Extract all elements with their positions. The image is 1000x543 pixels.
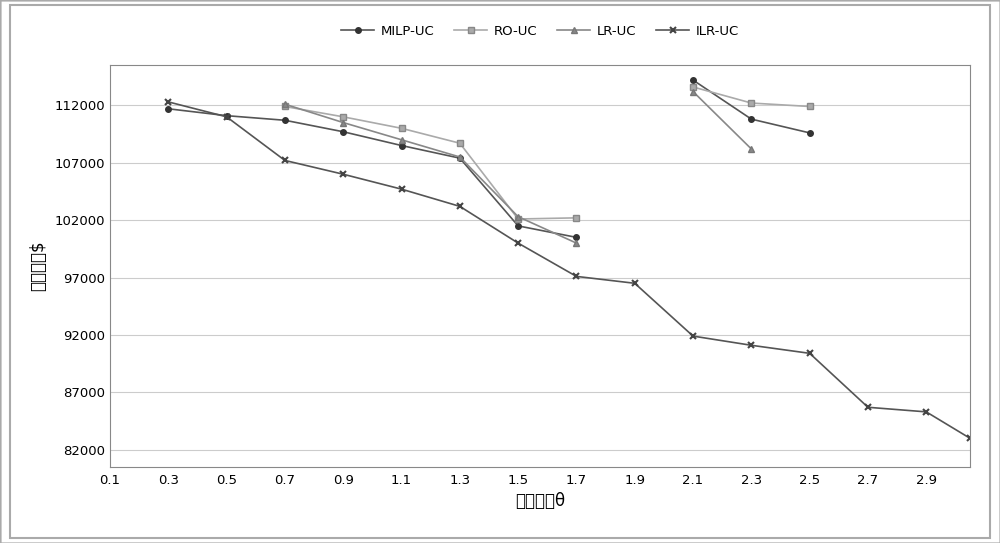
Line: RO-UC: RO-UC (282, 104, 579, 222)
ILR-UC (279, 157, 291, 163)
ILR-UC (862, 404, 874, 411)
ILR-UC (396, 186, 408, 192)
Line: MILP-UC: MILP-UC (166, 106, 579, 240)
MILP-UC (279, 117, 291, 123)
RO-UC (454, 140, 466, 147)
LR-UC (396, 136, 408, 143)
MILP-UC (221, 112, 233, 119)
ILR-UC (629, 280, 641, 287)
MILP-UC (454, 155, 466, 161)
RO-UC (279, 103, 291, 110)
ILR-UC (570, 273, 582, 280)
Y-axis label: 总成本：$: 总成本：$ (30, 241, 48, 292)
LR-UC (570, 240, 582, 247)
ILR-UC (804, 350, 816, 357)
MILP-UC (337, 129, 349, 135)
ILR-UC (687, 333, 699, 339)
MILP-UC (570, 234, 582, 241)
RO-UC (570, 214, 582, 221)
ILR-UC (162, 99, 174, 105)
Legend: MILP-UC, RO-UC, LR-UC, ILR-UC: MILP-UC, RO-UC, LR-UC, ILR-UC (336, 20, 744, 43)
LR-UC (279, 101, 291, 108)
ILR-UC (221, 113, 233, 120)
ILR-UC (920, 409, 932, 415)
ILR-UC (512, 240, 524, 247)
X-axis label: 风电系数θ: 风电系数θ (515, 493, 565, 510)
RO-UC (337, 113, 349, 120)
MILP-UC (396, 142, 408, 149)
LR-UC (512, 213, 524, 220)
ILR-UC (745, 342, 757, 349)
RO-UC (512, 216, 524, 222)
MILP-UC (512, 223, 524, 229)
ILR-UC (454, 203, 466, 210)
LR-UC (454, 154, 466, 160)
ILR-UC (337, 171, 349, 178)
Line: ILR-UC: ILR-UC (165, 98, 973, 442)
LR-UC (337, 119, 349, 126)
RO-UC (396, 125, 408, 131)
Line: LR-UC: LR-UC (281, 100, 580, 247)
MILP-UC (162, 105, 174, 112)
ILR-UC (964, 435, 976, 441)
